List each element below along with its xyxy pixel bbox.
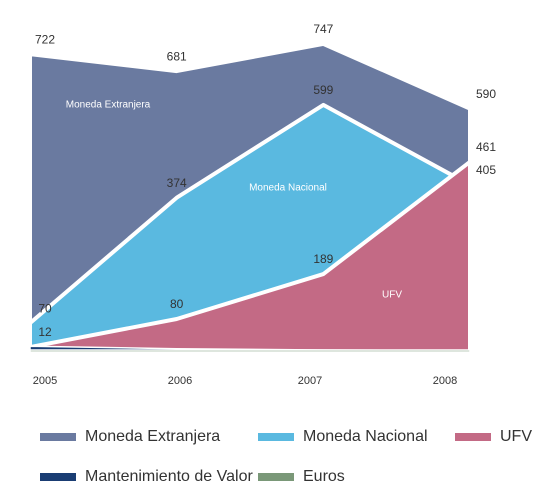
x-tick-label: 2005 (33, 375, 57, 387)
value-label: 461 (476, 140, 496, 154)
value-label: 70 (38, 301, 52, 315)
legend-label: Euros (303, 468, 345, 484)
x-tick-label: 2008 (433, 375, 457, 387)
legend-label: Moneda Nacional (303, 428, 428, 445)
area-label: Moneda Extranjera (66, 100, 151, 111)
value-label: 722 (35, 32, 55, 46)
value-label: 189 (313, 252, 333, 266)
value-label: 747 (313, 22, 333, 36)
legend-swatch (40, 433, 76, 441)
x-tick-label: 2007 (298, 375, 322, 387)
value-label: 374 (167, 176, 187, 190)
legend-swatch (258, 433, 294, 441)
x-tick-label: 2006 (168, 375, 192, 387)
legend-label: Mantenimiento de Valor (85, 468, 253, 484)
legend-label: Moneda Extranjera (85, 428, 220, 445)
legend-label: UFV (500, 428, 532, 445)
value-label: 12 (38, 325, 52, 339)
value-label: 80 (170, 297, 184, 311)
value-label: 590 (476, 87, 496, 101)
value-label: 405 (476, 163, 496, 177)
legend-swatch (40, 473, 76, 481)
area-label: Moneda Nacional (249, 183, 327, 194)
value-label: 681 (167, 49, 187, 63)
legend-swatch (455, 433, 491, 441)
area-label: UFV (382, 290, 402, 301)
value-label: 599 (313, 83, 333, 97)
legend-swatch (258, 473, 294, 481)
area (29, 349, 471, 353)
